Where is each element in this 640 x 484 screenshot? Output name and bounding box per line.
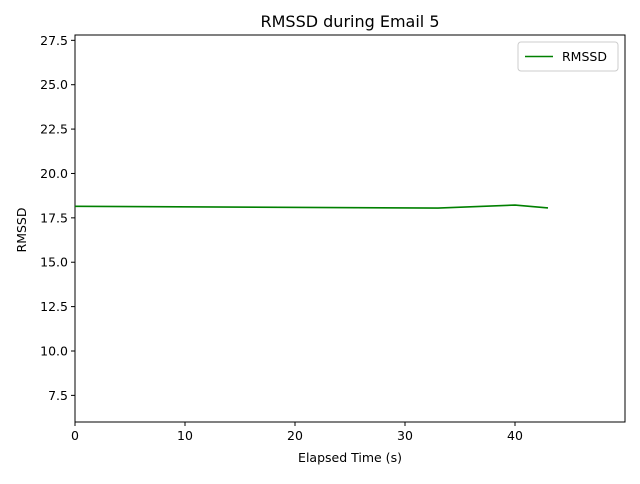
- y-tick-label: 27.5: [40, 33, 68, 48]
- legend-box: [517, 41, 619, 72]
- series-line-rmssd: [74, 204, 549, 209]
- y-tick-label: 20.0: [40, 166, 68, 181]
- y-tick-label: 12.5: [40, 299, 68, 314]
- y-axis-label: RMSSD: [14, 208, 29, 253]
- y-tick-label: 22.5: [40, 122, 68, 137]
- legend-label: RMSSD: [562, 49, 607, 64]
- y-tick-label: 10.0: [40, 343, 68, 358]
- x-tick-label: 40: [507, 428, 523, 443]
- x-tick-label: 30: [397, 428, 413, 443]
- chart-title: RMSSD during Email 5: [261, 12, 440, 31]
- x-tick-label: 20: [287, 428, 303, 443]
- y-tick-label: 7.5: [48, 388, 68, 403]
- y-tick-label: 25.0: [40, 77, 68, 92]
- plot-area: 0 10 20 30 40 7.5 10.0 12.5 15.0 17.5 20.0 22.5 25.0…: [40, 33, 626, 443]
- x-tick-label: 0: [71, 428, 79, 443]
- x-axis-label: Elapsed Time (s): [298, 450, 402, 465]
- y-tick-label: 17.5: [40, 210, 68, 225]
- y-tick-label: 15.0: [40, 255, 68, 270]
- axes-frame: [74, 34, 626, 423]
- x-tick-label: 10: [177, 428, 193, 443]
